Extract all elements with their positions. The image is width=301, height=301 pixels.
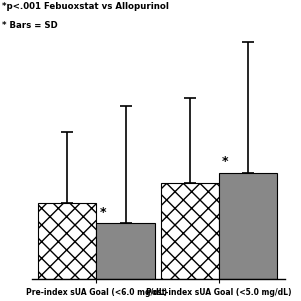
Text: *: * xyxy=(222,156,228,169)
Bar xyxy=(38,203,97,279)
Bar xyxy=(219,172,277,279)
Bar xyxy=(161,182,219,279)
Text: * Bars = SD: * Bars = SD xyxy=(2,21,57,30)
Text: *: * xyxy=(99,206,106,219)
Text: *p<.001 Febuoxstat vs Allopurinol: *p<.001 Febuoxstat vs Allopurinol xyxy=(2,2,169,11)
Bar xyxy=(97,223,155,279)
